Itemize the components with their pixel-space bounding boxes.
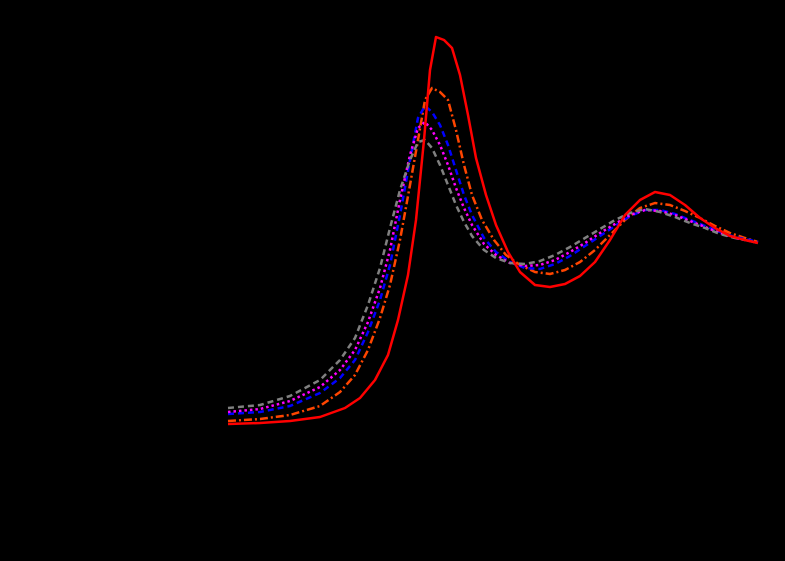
series-line-gray-dashed <box>227 138 759 410</box>
series-line-orange-dashdot <box>227 86 759 423</box>
series-line-magenta-dotted <box>227 120 759 414</box>
series-layer <box>227 35 759 426</box>
series-line-blue-dashed <box>227 104 759 416</box>
series-line-red-solid <box>227 35 759 426</box>
